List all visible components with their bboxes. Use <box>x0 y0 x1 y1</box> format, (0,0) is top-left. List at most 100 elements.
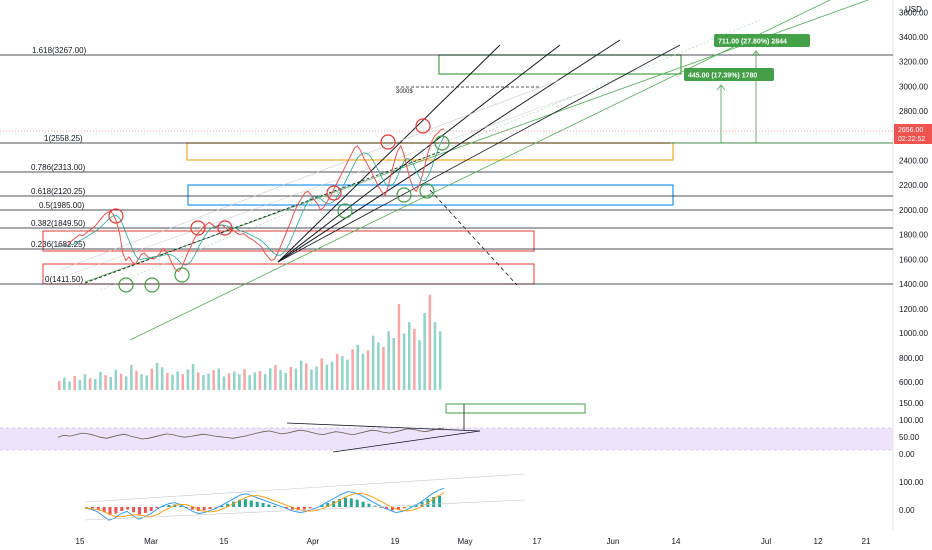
macd-hist-bar <box>220 505 224 507</box>
macd-line <box>84 487 445 521</box>
macd-tick-0: 100.00 <box>899 478 924 487</box>
volume-bar <box>402 333 406 390</box>
volume-bar <box>68 381 71 390</box>
swing-high-2 <box>190 220 206 236</box>
volume-bar <box>83 374 87 390</box>
volume-bar <box>294 368 298 390</box>
volume-bar <box>418 340 421 390</box>
dashed-drop <box>429 189 518 286</box>
macd-hist-bar <box>167 505 171 507</box>
macd-channel-top <box>84 473 526 503</box>
channel-lower <box>129 0 831 341</box>
rsi-tick-3: 0.00 <box>899 450 915 459</box>
macd-hist-bar <box>402 507 406 509</box>
fib-label-0: 1.618(3267.00) <box>32 46 87 55</box>
macd-hist-bar <box>385 507 389 509</box>
swing-low-2 <box>144 277 160 293</box>
rsi-tick-1: 100.00 <box>899 416 924 425</box>
swing-low-6 <box>419 183 435 199</box>
volume-bar <box>423 313 426 390</box>
macd-tick-1: 0.00 <box>899 506 915 515</box>
fib-zone-red-upper <box>42 230 535 252</box>
current-price-countdown: 02:22:52 <box>898 136 925 143</box>
volume-bars <box>58 295 442 390</box>
price-tick-11: 1600.00 <box>899 255 928 264</box>
macd-hist-bar <box>85 507 88 508</box>
volume-bar <box>438 331 442 390</box>
swing-high-3 <box>217 220 233 236</box>
volume-bar <box>433 322 437 390</box>
volume-tick-2: 800.00 <box>899 354 924 363</box>
macd-hist-bar <box>238 499 241 507</box>
macd-hist-bar <box>126 507 130 510</box>
time-tick-2: 15 <box>220 537 229 546</box>
macd-hist-bar <box>344 497 347 507</box>
volume-bar <box>243 369 246 390</box>
time-axis[interactable]: 15 Mar 15 Apr 19 May 17 Jun 14 Jul 12 21 <box>76 537 871 546</box>
volume-tick-1: 1000.00 <box>899 329 928 338</box>
volume-bar <box>130 365 133 390</box>
volume-axis: 1200.00 1000.00 800.00 600.00 <box>899 305 928 387</box>
macd-hist-bar <box>308 507 312 509</box>
volume-bar <box>248 375 251 390</box>
volume-bar <box>176 371 179 390</box>
volume-bar <box>212 370 215 390</box>
rsi-axis: 150.00 100.00 50.00 0.00 <box>899 399 924 459</box>
volume-bar <box>279 370 282 390</box>
macd-hist-bar <box>332 501 336 507</box>
time-tick-0: 15 <box>76 537 85 546</box>
macd-hist-bar <box>208 507 212 509</box>
price-tick-4: 3000.00 <box>899 82 928 91</box>
macd-channel-bottom <box>84 499 526 521</box>
price-tick-2: 3400.00 <box>899 33 928 42</box>
macd-hist-bar <box>361 501 365 507</box>
macd-hist-bar <box>296 507 300 511</box>
macd-hist-bar <box>367 503 371 507</box>
swing-high-6 <box>415 118 431 134</box>
volume-bar <box>330 361 334 390</box>
volume-bar <box>351 349 354 390</box>
fib-label-2: 0.786(2313.00) <box>31 163 86 172</box>
volume-bar <box>263 374 267 390</box>
volume-bar <box>222 376 226 390</box>
support-line <box>84 151 441 284</box>
macd-hist-bar <box>355 499 359 507</box>
fib-label-5: 0.382(1849.50) <box>31 219 86 228</box>
swing-high-1 <box>108 208 124 224</box>
swing-low-5 <box>396 187 412 203</box>
target-2-badge <box>684 68 774 81</box>
macd-hist-bar <box>379 507 383 508</box>
macd-hist-bar <box>108 507 112 515</box>
time-tick-10: 12 <box>814 537 823 546</box>
swing-low-4 <box>337 203 353 219</box>
volume-bar <box>284 372 287 390</box>
macd-hist-bar <box>338 499 342 507</box>
volume-bar <box>197 372 200 390</box>
target-3000-label: 3000$ <box>396 89 413 95</box>
macd-hist-bar <box>226 503 230 507</box>
volume-bar <box>150 368 154 390</box>
macd-hist-bar <box>90 507 94 509</box>
volume-bar <box>88 378 92 390</box>
macd-hist-bar <box>132 507 136 513</box>
price-tick-10: 1800.00 <box>899 231 928 240</box>
macd-hist-bar <box>190 507 194 510</box>
time-tick-5: May <box>457 537 472 546</box>
fib-label-4: 0.5(1985.00) <box>39 201 85 210</box>
volume-bar <box>217 368 220 390</box>
price-tick-7: 2400.00 <box>899 157 928 166</box>
volume-bar <box>335 353 339 390</box>
macd-hist-bar <box>261 503 265 507</box>
macd-hist-bar <box>291 507 294 510</box>
swing-markers <box>108 118 450 293</box>
macd-hist-bar <box>185 507 188 508</box>
macd-hist-bar <box>320 505 324 507</box>
volume-bar <box>155 362 159 390</box>
volume-bar <box>191 364 195 390</box>
volume-bar <box>253 372 257 390</box>
volume-bar <box>73 376 76 390</box>
rsi-band <box>0 428 893 450</box>
rsi-tick-0: 150.00 <box>899 399 924 408</box>
macd-hist-bar <box>102 507 106 513</box>
